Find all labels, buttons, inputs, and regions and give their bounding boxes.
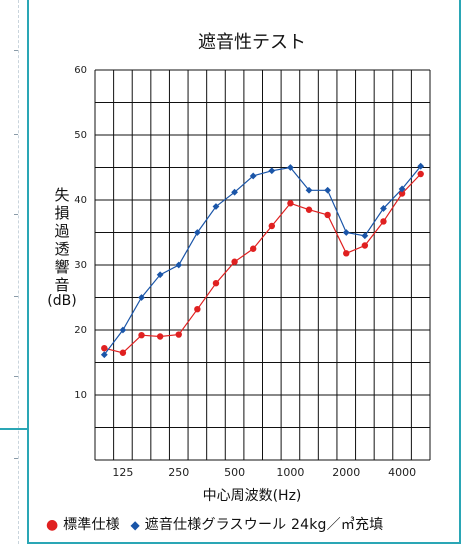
series-2-point — [100, 351, 108, 359]
edge-tick — [14, 214, 18, 215]
series-2-point — [268, 167, 276, 175]
data-series — [100, 162, 425, 359]
chart-title: 遮音性テスト — [198, 32, 306, 53]
series-1-point — [138, 332, 145, 339]
y-tick-label: 10 — [74, 390, 87, 401]
left-panel-edge — [0, 0, 19, 544]
y-tick-labels: 10 20 30 40 50 60 — [74, 65, 87, 401]
series-2-point — [138, 294, 145, 301]
series-2-point — [231, 188, 238, 196]
series-2-point — [175, 261, 183, 269]
y-axis-label-char: 透 — [54, 240, 69, 258]
edge-tick — [14, 376, 18, 377]
edge-tick — [14, 134, 18, 135]
y-axis-label-char: 音 — [54, 276, 69, 294]
series-1-point — [231, 258, 238, 265]
y-tick-label: 60 — [74, 65, 87, 76]
y-axis-unit: (dB) — [47, 293, 76, 309]
series-2-point — [305, 186, 313, 194]
series-1-point — [101, 345, 108, 352]
series-2-point — [398, 185, 406, 193]
x-tick-label: 125 — [112, 466, 133, 479]
y-tick-label: 20 — [74, 325, 87, 336]
x-tick-labels: 125 250 500 1000 2000 4000 — [112, 466, 416, 479]
series-1-point — [287, 200, 294, 207]
left-panel-block — [0, 428, 27, 546]
edge-tick — [14, 50, 18, 51]
series-1-point — [212, 280, 220, 287]
series-2-point — [287, 164, 294, 171]
series-1-point — [343, 250, 350, 257]
x-tick-label: 250 — [168, 466, 189, 479]
y-axis-label-char: 失 — [54, 186, 69, 204]
series-1-point — [268, 222, 276, 230]
x-tick-label: 2000 — [332, 466, 360, 479]
series-1-point — [361, 242, 369, 249]
series-2-point — [417, 162, 425, 170]
x-tick-label: 1000 — [276, 466, 304, 479]
series-2-point — [119, 326, 127, 334]
y-axis-label-char: 過 — [54, 222, 69, 240]
series-1-point — [305, 206, 313, 213]
series-line-2 — [103, 165, 422, 356]
edge-tick — [14, 458, 18, 459]
series-2-point — [361, 232, 369, 240]
series-1-point — [119, 349, 127, 356]
series-2-point — [193, 229, 201, 236]
series-1-point — [324, 211, 331, 219]
series-1-point — [417, 170, 424, 178]
series-2-point — [249, 172, 257, 180]
grid — [94, 69, 431, 461]
legend-diamond-icon: ◆ — [130, 518, 140, 532]
x-tick-label: 4000 — [388, 466, 416, 479]
series-1-point — [398, 190, 406, 197]
series-1-point — [249, 245, 257, 252]
series-2-point — [156, 271, 164, 279]
series-1-point — [175, 331, 182, 338]
series-1-point — [194, 306, 201, 313]
y-tick-label: 40 — [74, 195, 87, 206]
legend-circle-icon: ● — [46, 517, 59, 533]
legend-series-2-label: 遮音仕様グラスウール 24kg／㎥充填 — [144, 517, 384, 533]
series-2-point — [212, 203, 220, 210]
series-2-point — [324, 186, 332, 194]
series-1-point — [380, 218, 387, 225]
y-tick-label: 30 — [74, 260, 87, 271]
legend: ● 標準仕様 ◆ 遮音仕様グラスウール 24kg／㎥充填 — [46, 514, 383, 534]
x-axis-label: 中心周波数(Hz) — [203, 488, 302, 504]
edge-tick — [14, 296, 18, 297]
series-1-point — [156, 333, 164, 340]
legend-series-1-label: 標準仕様 — [63, 517, 120, 533]
x-tick-label: 500 — [224, 466, 245, 479]
series-2-point — [342, 229, 350, 236]
y-tick-label: 50 — [74, 130, 87, 141]
series-2-point — [380, 205, 387, 212]
y-axis-label-char: 損 — [54, 204, 69, 222]
y-axis-label-char: 響 — [54, 258, 69, 276]
